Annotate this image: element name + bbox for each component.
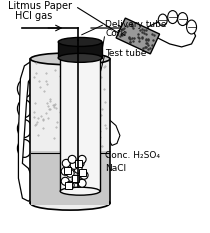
Text: NaCl: NaCl xyxy=(105,164,126,173)
Circle shape xyxy=(62,159,70,167)
Ellipse shape xyxy=(178,13,188,26)
Circle shape xyxy=(66,181,74,189)
Text: Litmus Paper: Litmus Paper xyxy=(8,1,72,11)
Text: Cork: Cork xyxy=(105,30,126,38)
Circle shape xyxy=(70,161,78,169)
Polygon shape xyxy=(116,18,160,54)
Polygon shape xyxy=(107,119,120,145)
Bar xyxy=(58,42,102,58)
Ellipse shape xyxy=(168,11,178,24)
Bar xyxy=(65,182,72,189)
Ellipse shape xyxy=(30,196,110,210)
Bar xyxy=(30,59,110,203)
Circle shape xyxy=(61,167,69,175)
Ellipse shape xyxy=(17,140,31,157)
Bar xyxy=(72,175,79,182)
Ellipse shape xyxy=(58,53,102,62)
Text: Test tube: Test tube xyxy=(105,49,146,58)
Ellipse shape xyxy=(60,52,100,60)
Ellipse shape xyxy=(158,14,167,26)
Bar xyxy=(60,56,100,191)
Circle shape xyxy=(68,155,76,163)
Bar xyxy=(31,151,109,205)
Text: Delivery tube: Delivery tube xyxy=(105,20,167,28)
Circle shape xyxy=(74,165,82,173)
Polygon shape xyxy=(18,62,38,201)
Text: Conc. H₂SO₄: Conc. H₂SO₄ xyxy=(105,151,160,160)
Circle shape xyxy=(66,169,74,177)
Bar xyxy=(79,169,86,176)
Circle shape xyxy=(61,177,69,185)
Circle shape xyxy=(76,159,84,167)
Bar xyxy=(64,167,71,174)
Ellipse shape xyxy=(17,100,31,118)
Circle shape xyxy=(78,179,86,187)
Polygon shape xyxy=(148,19,196,47)
Ellipse shape xyxy=(30,53,110,65)
Circle shape xyxy=(72,175,80,183)
Text: HCl gas: HCl gas xyxy=(16,11,53,21)
Ellipse shape xyxy=(187,20,197,34)
Ellipse shape xyxy=(17,120,31,137)
Ellipse shape xyxy=(58,38,102,46)
Bar xyxy=(75,160,82,167)
Circle shape xyxy=(80,171,88,179)
Ellipse shape xyxy=(60,187,100,195)
Circle shape xyxy=(78,155,86,163)
Ellipse shape xyxy=(17,80,31,98)
